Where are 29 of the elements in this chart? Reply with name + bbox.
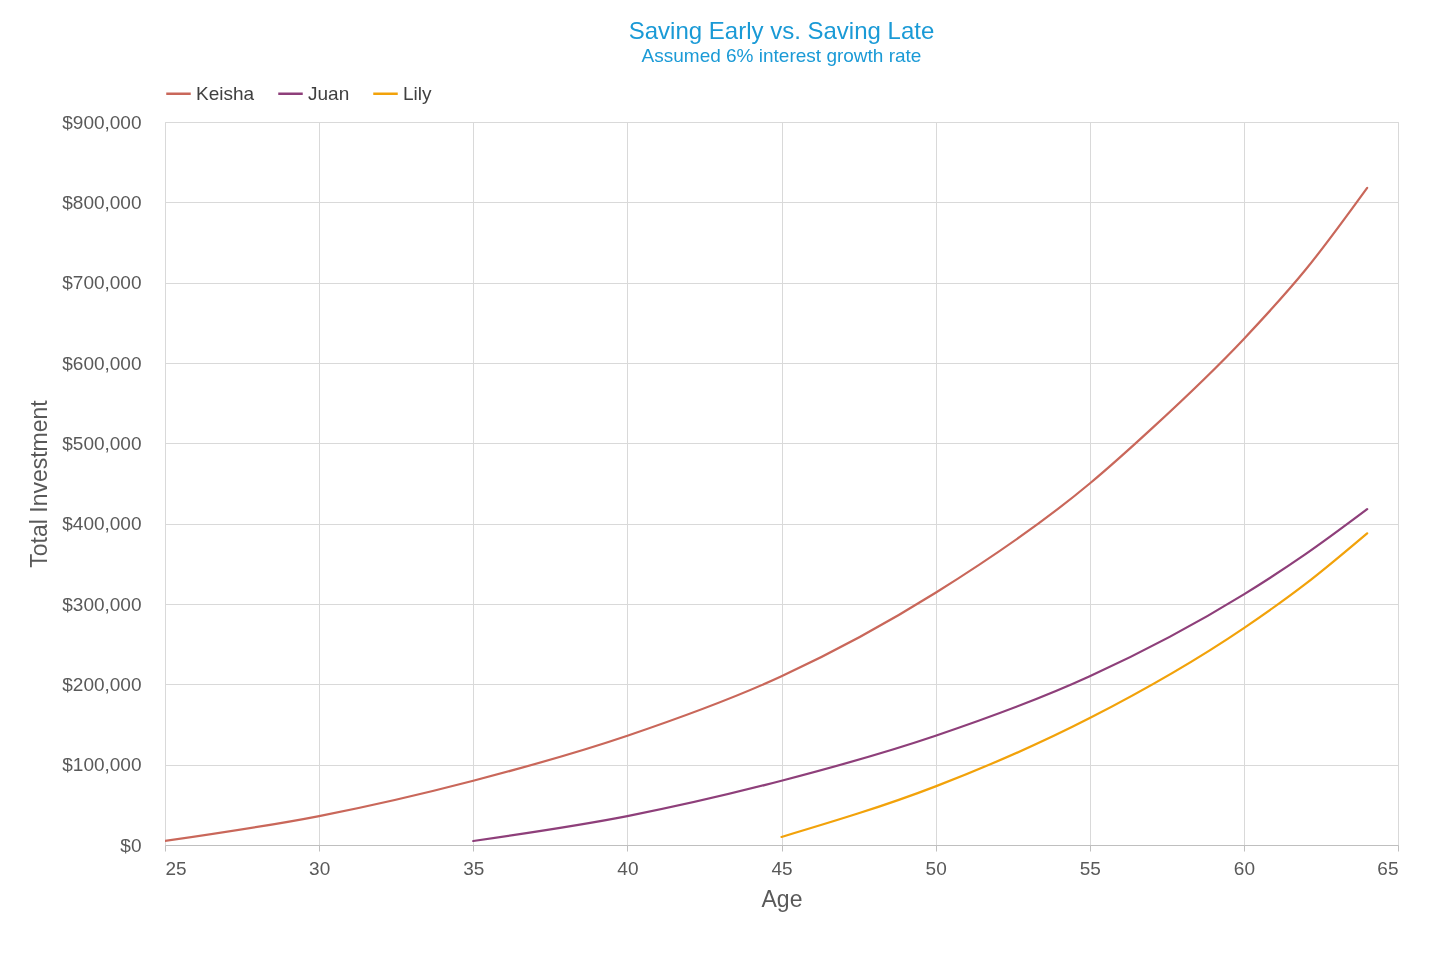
y-tick-label: $300,000	[62, 593, 142, 615]
line-series	[472, 508, 1369, 843]
x-axis-title: Age	[761, 885, 803, 912]
x-tick-label: 55	[1079, 857, 1101, 879]
legend-label: Juan	[308, 82, 350, 104]
x-tick-label: 35	[463, 857, 485, 879]
x-tick-label: 65	[1377, 857, 1399, 879]
legend-label: Keisha	[196, 82, 255, 104]
line-series	[780, 532, 1369, 839]
x-tick-label: 25	[165, 857, 187, 879]
y-tick-label: $900,000	[62, 111, 142, 133]
y-tick-label: $400,000	[62, 513, 142, 535]
y-tick-label: $700,000	[62, 272, 142, 294]
line-series	[165, 186, 1369, 843]
x-tick-label: 50	[925, 857, 947, 879]
chart-subtitle: Assumed 6% interest growth rate	[641, 45, 922, 66]
x-tick-label: 45	[771, 857, 793, 879]
chart-title: Saving Early vs. Saving Late	[628, 17, 935, 44]
y-tick-label: $500,000	[62, 432, 142, 454]
y-tick-label: $600,000	[62, 352, 142, 374]
y-axis-title: Total Investment	[26, 399, 53, 568]
y-tick-label: $0	[120, 834, 142, 856]
y-tick-label: $200,000	[62, 673, 142, 695]
x-tick-label: 30	[309, 857, 331, 879]
x-tick-label: 60	[1233, 857, 1255, 879]
y-tick-label: $800,000	[62, 191, 142, 213]
legend-label: Lily	[403, 82, 433, 104]
x-tick-label: 40	[617, 857, 639, 879]
y-tick-label: $100,000	[62, 754, 142, 776]
